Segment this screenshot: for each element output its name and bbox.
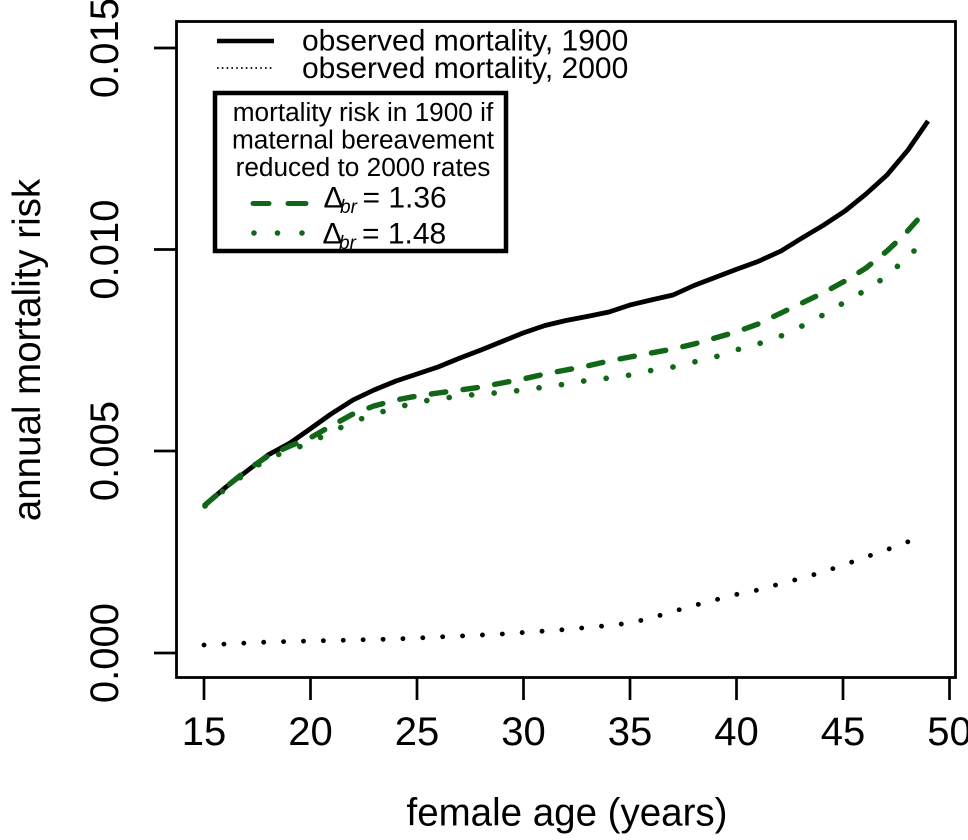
svg-text:reduced to 2000 rates: reduced to 2000 rates — [236, 152, 491, 182]
svg-text:maternal bereavement: maternal bereavement — [232, 125, 495, 155]
svg-text:observed mortality, 2000: observed mortality, 2000 — [302, 52, 628, 85]
svg-text:br: br — [340, 197, 358, 218]
svg-text:mortality risk in 1900 if: mortality risk in 1900 if — [233, 97, 494, 127]
svg-text:Δ: Δ — [324, 182, 344, 215]
svg-text:br: br — [339, 233, 357, 254]
svg-text:0.005: 0.005 — [83, 401, 127, 501]
svg-text:50: 50 — [927, 710, 968, 754]
svg-text:0.015: 0.015 — [83, 0, 127, 98]
svg-text:0.000: 0.000 — [83, 603, 127, 703]
svg-text:Δ: Δ — [323, 218, 343, 251]
svg-text:female age (years): female age (years) — [407, 792, 728, 835]
svg-text:35: 35 — [608, 710, 653, 754]
svg-text:45: 45 — [821, 710, 866, 754]
svg-text:40: 40 — [714, 710, 759, 754]
svg-text:= 1.36: = 1.36 — [363, 182, 447, 215]
svg-text:30: 30 — [501, 710, 546, 754]
svg-text:0.010: 0.010 — [83, 199, 127, 299]
svg-text:annual mortality risk: annual mortality risk — [6, 178, 49, 521]
svg-text:15: 15 — [182, 710, 227, 754]
svg-text:observed mortality, 1900: observed mortality, 1900 — [302, 25, 628, 58]
svg-text:20: 20 — [288, 710, 333, 754]
svg-text:25: 25 — [395, 710, 440, 754]
svg-text:= 1.48: = 1.48 — [362, 218, 446, 251]
